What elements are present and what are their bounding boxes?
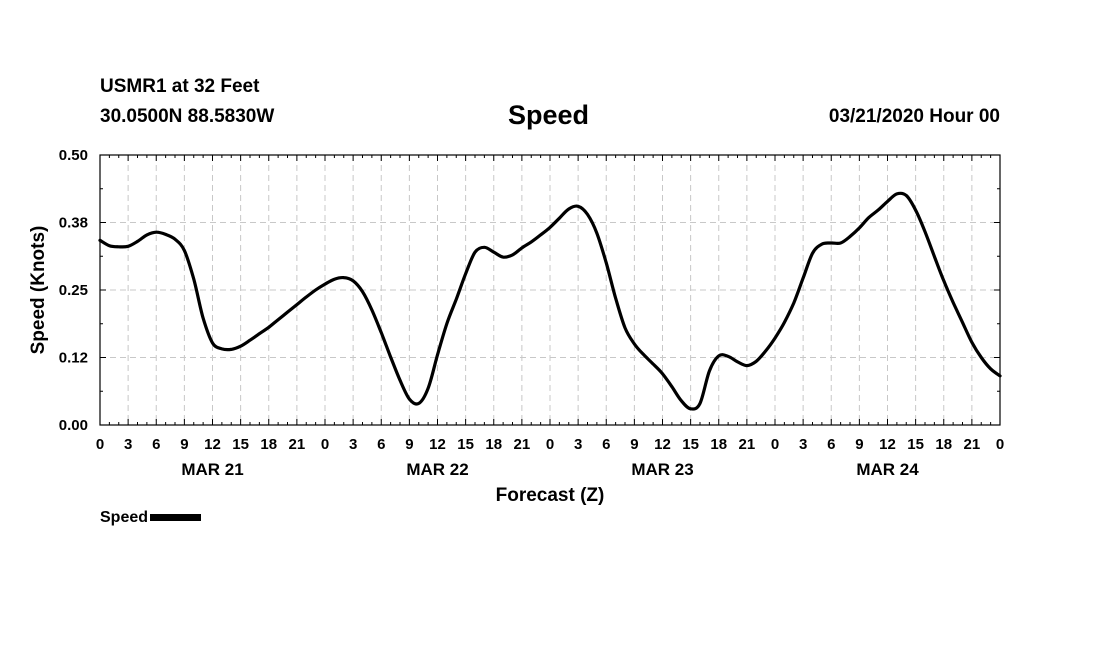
legend-line-swatch	[150, 514, 202, 522]
x-tick-label: 0	[996, 436, 1004, 453]
x-tick-label: 21	[514, 436, 531, 453]
x-tick-label: 9	[630, 436, 638, 453]
x-tick-label: 3	[799, 436, 807, 453]
x-tick-label: 9	[855, 436, 863, 453]
chart-series	[98, 191, 1002, 411]
x-tick-label: 6	[377, 436, 385, 453]
forecast-run-time: 03/21/2020 Hour 00	[828, 106, 1000, 127]
x-tick-label: 0	[321, 436, 329, 453]
chart-title: Speed	[508, 100, 590, 130]
x-tick-label: 15	[232, 436, 249, 453]
x-tick-label: 12	[879, 436, 896, 453]
x-tick-label: 18	[935, 436, 952, 453]
x-tick-label: 12	[204, 436, 221, 453]
station-coordinates: 30.0500N 88.5830W	[100, 106, 275, 127]
legend-label: Speed	[100, 509, 149, 526]
x-tick-label: 15	[457, 436, 474, 453]
x-tick-label: 12	[429, 436, 446, 453]
x-tick-label: 21	[289, 436, 306, 453]
y-tick-label: 0.12	[59, 350, 88, 367]
x-tick-label: 6	[152, 436, 160, 453]
y-tick-label: 0.25	[59, 282, 88, 299]
series-line-speed	[98, 191, 1002, 411]
y-tick-label: 0.00	[59, 417, 88, 434]
y-tick-label: 0.38	[59, 215, 88, 232]
legend: Speed	[100, 509, 202, 527]
x-tick-label: 18	[260, 436, 277, 453]
x-tick-label: 12	[654, 436, 671, 453]
date-label: MAR 22	[406, 460, 468, 479]
x-tick-label: 9	[405, 436, 413, 453]
x-tick-label: 0	[771, 436, 779, 453]
y-tick-label: 0.50	[59, 147, 88, 164]
date-label: MAR 24	[856, 460, 919, 479]
x-tick-label: 3	[124, 436, 132, 453]
x-tick-label: 9	[180, 436, 188, 453]
chart-grid	[100, 155, 1000, 425]
x-tick-label: 15	[682, 436, 699, 453]
x-tick-label: 0	[546, 436, 554, 453]
station-title: USMR1 at 32 Feet	[100, 76, 260, 97]
chart-labels: 0 3 6 9 12 15 18 21 0 3 6 9 12 15 18 21 0 3 6 9 12 15 18 21 0 3 6 9…	[28, 147, 1004, 506]
date-label: MAR 21	[181, 460, 243, 479]
plot-frame	[99, 154, 1001, 426]
x-tick-label: 15	[907, 436, 924, 453]
x-tick-label: 3	[574, 436, 582, 453]
x-tick-label: 3	[349, 436, 357, 453]
x-axis-label: Forecast (Z)	[496, 485, 605, 506]
date-label: MAR 23	[631, 460, 693, 479]
x-tick-label: 6	[602, 436, 610, 453]
x-tick-label: 6	[827, 436, 835, 453]
x-tick-label: 18	[485, 436, 502, 453]
x-tick-label: 21	[964, 436, 981, 453]
y-axis-label: Speed (Knots)	[28, 226, 49, 355]
x-tick-label: 21	[739, 436, 756, 453]
x-tick-label: 18	[710, 436, 727, 453]
x-tick-label: 0	[96, 436, 104, 453]
